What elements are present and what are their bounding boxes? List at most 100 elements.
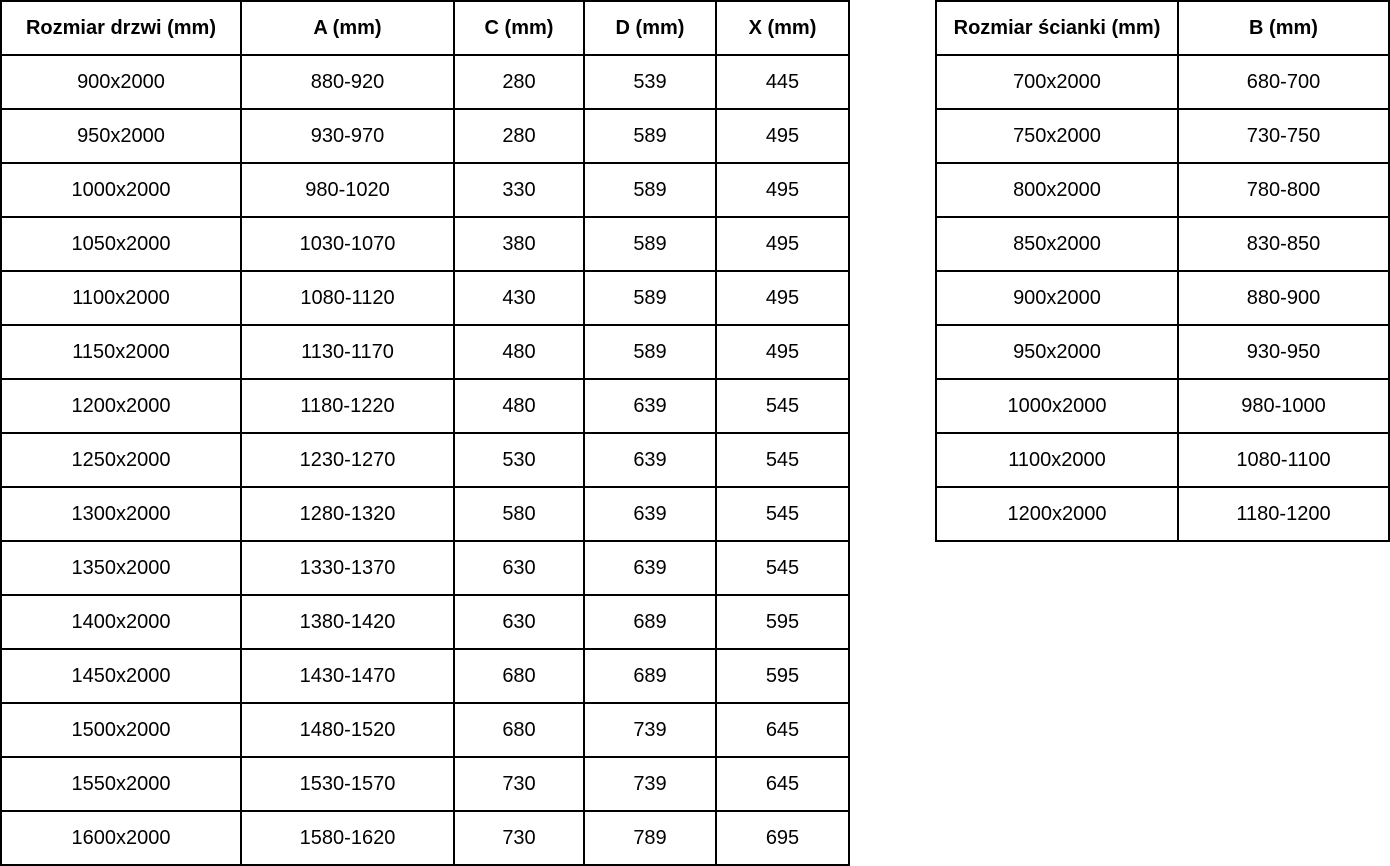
table-cell: 495 <box>715 108 850 164</box>
table-row: 1550x2000 1530-1570 730 739 645 <box>0 756 850 812</box>
table-row: 1350x2000 1330-1370 630 639 545 <box>0 540 850 596</box>
table-row: 1050x2000 1030-1070 380 589 495 <box>0 216 850 272</box>
table-cell: 1480-1520 <box>240 702 455 758</box>
table-cell: 1050x2000 <box>0 216 242 272</box>
table-cell: 1030-1070 <box>240 216 455 272</box>
table-row: 950x2000 930-950 <box>935 324 1390 380</box>
table-cell: 750x2000 <box>935 108 1179 164</box>
table-cell: 880-900 <box>1177 270 1390 326</box>
table-cell: 480 <box>453 324 585 380</box>
table-cell: 545 <box>715 378 850 434</box>
table-row: 950x2000 930-970 280 589 495 <box>0 108 850 164</box>
table-cell: 700x2000 <box>935 54 1179 110</box>
column-header: A (mm) <box>240 0 455 56</box>
table-cell: 850x2000 <box>935 216 1179 272</box>
table-cell: 1180-1220 <box>240 378 455 434</box>
table-cell: 800x2000 <box>935 162 1179 218</box>
table-cell: 1430-1470 <box>240 648 455 704</box>
table-cell: 900x2000 <box>935 270 1179 326</box>
table-cell: 639 <box>583 378 717 434</box>
door-table-header-row: Rozmiar drzwi (mm) A (mm) C (mm) D (mm) X (m… <box>0 0 850 56</box>
table-cell: 880-920 <box>240 54 455 110</box>
table-cell: 1550x2000 <box>0 756 242 812</box>
table-cell: 1300x2000 <box>0 486 242 542</box>
table-cell: 445 <box>715 54 850 110</box>
table-cell: 589 <box>583 216 717 272</box>
table-row: 900x2000 880-900 <box>935 270 1390 326</box>
table-cell: 630 <box>453 594 585 650</box>
table-cell: 495 <box>715 216 850 272</box>
table-cell: 1500x2000 <box>0 702 242 758</box>
table-row: 1500x2000 1480-1520 680 739 645 <box>0 702 850 758</box>
table-row: 1100x2000 1080-1100 <box>935 432 1390 488</box>
table-cell: 545 <box>715 486 850 542</box>
table-cell: 695 <box>715 810 850 866</box>
table-cell: 680 <box>453 702 585 758</box>
table-row: 1200x2000 1180-1200 <box>935 486 1390 542</box>
table-cell: 739 <box>583 756 717 812</box>
table-cell: 495 <box>715 324 850 380</box>
table-cell: 1280-1320 <box>240 486 455 542</box>
table-cell: 1080-1100 <box>1177 432 1390 488</box>
table-cell: 830-850 <box>1177 216 1390 272</box>
table-cell: 1350x2000 <box>0 540 242 596</box>
table-cell: 680 <box>453 648 585 704</box>
table-cell: 1100x2000 <box>935 432 1179 488</box>
table-cell: 595 <box>715 594 850 650</box>
column-header: C (mm) <box>453 0 585 56</box>
table-cell: 645 <box>715 702 850 758</box>
wall-table-header-row: Rozmiar ścianki (mm) B (mm) <box>935 0 1390 56</box>
table-cell: 1000x2000 <box>935 378 1179 434</box>
table-row: 1150x2000 1130-1170 480 589 495 <box>0 324 850 380</box>
table-cell: 950x2000 <box>0 108 242 164</box>
table-cell: 539 <box>583 54 717 110</box>
table-cell: 930-950 <box>1177 324 1390 380</box>
column-header: Rozmiar drzwi (mm) <box>0 0 242 56</box>
table-cell: 1330-1370 <box>240 540 455 596</box>
table-cell: 1200x2000 <box>935 486 1179 542</box>
table-row: 1100x2000 1080-1120 430 589 495 <box>0 270 850 326</box>
table-row: 900x2000 880-920 280 539 445 <box>0 54 850 110</box>
table-cell: 545 <box>715 432 850 488</box>
table-cell: 789 <box>583 810 717 866</box>
table-cell: 645 <box>715 756 850 812</box>
table-cell: 730 <box>453 756 585 812</box>
table-cell: 739 <box>583 702 717 758</box>
table-cell: 639 <box>583 432 717 488</box>
table-cell: 780-800 <box>1177 162 1390 218</box>
table-cell: 589 <box>583 270 717 326</box>
table-cell: 639 <box>583 486 717 542</box>
table-cell: 280 <box>453 108 585 164</box>
table-cell: 380 <box>453 216 585 272</box>
table-cell: 530 <box>453 432 585 488</box>
door-size-table: Rozmiar drzwi (mm) A (mm) C (mm) D (mm) X (m… <box>0 0 850 866</box>
table-cell: 280 <box>453 54 585 110</box>
wall-size-table: Rozmiar ścianki (mm) B (mm) 700x2000 680-7… <box>935 0 1390 542</box>
table-cell: 495 <box>715 162 850 218</box>
table-cell: 330 <box>453 162 585 218</box>
table-cell: 589 <box>583 108 717 164</box>
table-cell: 1600x2000 <box>0 810 242 866</box>
table-cell: 689 <box>583 648 717 704</box>
table-cell: 1200x2000 <box>0 378 242 434</box>
table-row: 1400x2000 1380-1420 630 689 595 <box>0 594 850 650</box>
table-cell: 1130-1170 <box>240 324 455 380</box>
table-row: 1000x2000 980-1020 330 589 495 <box>0 162 850 218</box>
table-cell: 1250x2000 <box>0 432 242 488</box>
table-cell: 1180-1200 <box>1177 486 1390 542</box>
table-cell: 430 <box>453 270 585 326</box>
table-cell: 580 <box>453 486 585 542</box>
table-row: 1000x2000 980-1000 <box>935 378 1390 434</box>
table-row: 1300x2000 1280-1320 580 639 545 <box>0 486 850 542</box>
table-cell: 589 <box>583 324 717 380</box>
table-cell: 545 <box>715 540 850 596</box>
table-row: 1250x2000 1230-1270 530 639 545 <box>0 432 850 488</box>
table-row: 1200x2000 1180-1220 480 639 545 <box>0 378 850 434</box>
table-cell: 595 <box>715 648 850 704</box>
table-cell: 1530-1570 <box>240 756 455 812</box>
column-header: X (mm) <box>715 0 850 56</box>
table-cell: 689 <box>583 594 717 650</box>
table-cell: 1000x2000 <box>0 162 242 218</box>
table-cell: 950x2000 <box>935 324 1179 380</box>
table-cell: 1580-1620 <box>240 810 455 866</box>
